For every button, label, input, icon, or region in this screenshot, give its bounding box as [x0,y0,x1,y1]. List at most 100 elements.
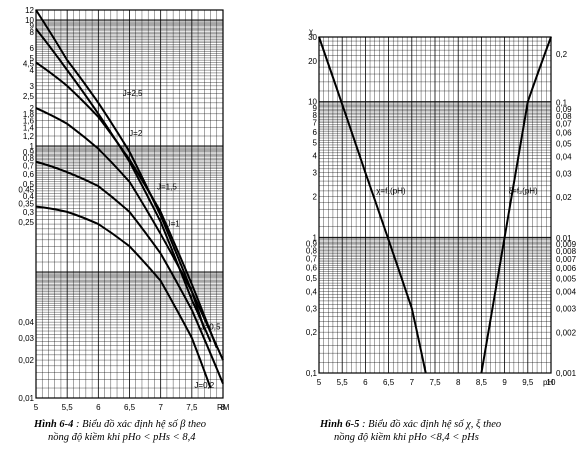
x-axis-label: pH [543,378,553,387]
x-tick-label: 6 [96,403,101,412]
y-tick-label: 0,8 [23,154,35,163]
y-tick-label: 0,5 [23,180,35,189]
series-line [480,36,552,374]
y-tick-label: 3 [30,82,35,91]
y-tick-label: 3 [313,169,318,178]
y2-tick-label: 0,1 [556,99,568,108]
chi-xi-chart: 3020109876543210,90,80,70,60,50,40,30,20… [306,27,577,387]
series-line [35,28,212,343]
y2-tick-label: 0,002 [556,328,577,337]
y-tick-label: 0,1 [306,369,318,378]
y-tick-label: 8 [313,111,318,120]
y-tick-label: 20 [308,57,317,66]
y2-tick-label: 0,005 [556,275,577,284]
right-figure-number: Hình 6-5 [320,419,360,430]
x-tick-label: 5,5 [62,403,74,412]
x-tick-label: 8,5 [476,378,488,387]
series-label: J=2,5 [123,89,143,98]
x-axis-label: RM [217,403,230,412]
y2-tick-label: 0,007 [556,255,577,264]
y-tick-label: 10 [308,98,317,107]
y-tick-label: 5 [313,139,318,148]
y-tick-label: 2 [313,193,318,202]
series-label: ξ=f₂(pH) [509,187,538,196]
series-line [318,36,427,374]
y-tick-label: 0,6 [23,170,35,179]
left-caption: Hình 6-4 : Biểu đồ xác định hệ số β theo… [34,418,206,444]
y-tick-label: 5 [30,54,35,63]
right-caption-line1: : Biểu đồ xác định hệ số χ, ξ theo [359,419,502,430]
plot-frame [318,36,552,374]
series-label: J=1 [167,219,181,228]
x-tick-label: 6,5 [383,378,395,387]
x-tick-label: 8 [456,378,461,387]
y-tick-label: 4 [30,66,35,75]
y2-tick-label: 0,01 [556,234,572,243]
x-tick-label: 9 [502,378,507,387]
left-figure-number: Hình 6-4 [34,419,74,430]
series-line [35,160,224,385]
y-tick-label: 9 [313,104,318,113]
series-label: J=0,2 [194,381,214,390]
y2-tick-label: 0,02 [556,193,572,202]
y-tick-label: 0,25 [18,218,34,227]
y-tick-label: 0,4 [306,287,318,296]
y-tick-label: 6 [313,128,318,137]
y2-tick-label: 0,04 [556,152,572,161]
series-line [35,107,224,361]
y-tick-label: 0,01 [18,394,34,403]
y-tick-label: 0,7 [23,162,35,171]
y-tick-label: 0,03 [18,334,34,343]
y2-tick-label: 0,004 [556,288,577,297]
y-tick-label: 4,5 [23,60,35,69]
y-tick-label: 7 [313,119,318,128]
y-axis-label: χ [309,27,314,36]
series-label: J=0,5 [201,322,221,331]
y-tick-label: 0,6 [306,263,318,272]
y-tick-label: 0,35 [18,199,34,208]
y-tick-label: 8 [30,28,35,37]
y2-tick-label: 0,001 [556,369,577,378]
y-tick-label: 0,9 [23,148,35,157]
y-tick-label: 6 [30,44,35,53]
y-tick-label: 0,3 [306,304,318,313]
y-tick-label: 0,2 [306,328,318,337]
y2-tick-label: 0,003 [556,305,577,314]
y2-tick-label: 0,07 [556,120,572,129]
x-tick-label: 8 [221,403,226,412]
y-tick-label: 0,45 [18,186,34,195]
left-caption-line2: nồng độ kiềm khi pHo < pHs < 8,4 [48,432,196,443]
x-tick-label: 7,5 [186,403,198,412]
y-tick-label: 0,5 [306,274,318,283]
series-label: J=1,5 [157,183,177,192]
y2-tick-label: 0,2 [556,50,568,59]
y2-tick-label: 0,009 [556,240,577,249]
x-tick-label: 6,5 [124,403,136,412]
y-tick-label: 0,8 [306,247,318,256]
y-tick-label: 2,5 [23,92,35,101]
y-tick-label: 1 [30,142,35,151]
y-tick-label: 1,6 [23,116,35,125]
y-tick-label: 10 [25,16,34,25]
x-tick-label: 5 [34,403,39,412]
series-line [35,205,212,389]
y2-tick-label: 0,05 [556,139,572,148]
right-caption-line2: nồng độ kiềm khi pHo <8,4 < pHs [334,432,479,443]
y2-tick-label: 0,03 [556,169,572,178]
series-label: J=2 [129,129,143,138]
x-tick-label: 5 [317,378,322,387]
y-tick-label: 0,9 [306,240,318,249]
x-tick-label: 6 [363,378,368,387]
y-tick-label: 0,04 [18,318,34,327]
y2-tick-label: 0,09 [556,105,572,114]
x-tick-label: 10 [547,378,556,387]
x-tick-label: 7,5 [429,378,441,387]
y2-tick-label: 0,06 [556,129,572,138]
y-tick-label: 2 [30,104,35,113]
y-tick-label: 9 [30,22,35,31]
beta-chart: 121098654,5432,521,81,61,41,210,90,80,70… [18,6,229,412]
y-tick-label: 0,7 [306,254,318,263]
plot-frame [35,9,224,399]
x-tick-label: 5,5 [337,378,349,387]
